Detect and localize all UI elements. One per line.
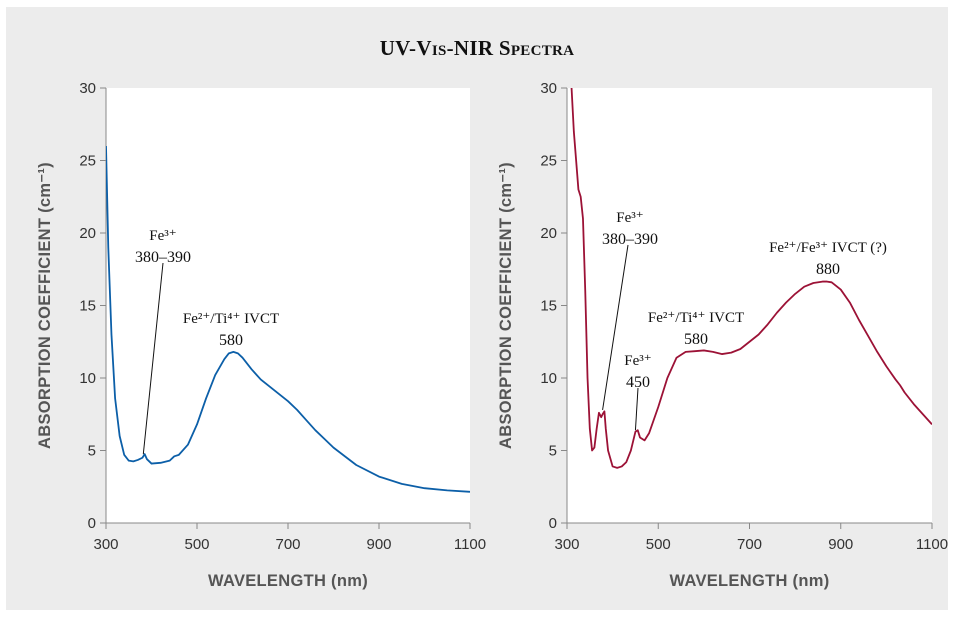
y-tick-label: 15 [540, 298, 557, 315]
annotation-label: Fe³⁺ [624, 353, 651, 369]
annotation-leader-line [634, 387, 639, 431]
annotation-leader-line [142, 262, 164, 455]
annotation-label: Fe²⁺/Ti⁴⁺ IVCT [183, 311, 279, 327]
x-tick-label: 1100 [454, 536, 486, 553]
y-tick-label: 20 [540, 225, 557, 242]
y-tick-label: 25 [540, 153, 557, 170]
annotation-label: Fe³⁺ [616, 210, 643, 226]
x-tick-label: 500 [184, 536, 209, 553]
y-tick-label: 20 [79, 225, 96, 242]
y-axis-title: ABSORPTION COEFFICIENT (cm⁻¹) [36, 162, 54, 449]
annotation-label: Fe²⁺/Ti⁴⁺ IVCT [648, 310, 744, 326]
y-axis-title: ABSORPTION COEFFICIENT (cm⁻¹) [497, 162, 515, 449]
figure-title: UV-Vis-NIR Spectra [379, 36, 575, 60]
x-tick-label: 500 [646, 536, 671, 553]
x-axis-title: WAVELENGTH (nm) [669, 572, 829, 590]
x-tick-label: 900 [366, 536, 391, 553]
annotation: Fe³⁺ 380–390 [135, 228, 191, 455]
y-tick-label: 5 [88, 443, 96, 460]
y-tick-label: 10 [540, 370, 557, 387]
x-tick-label: 700 [737, 536, 762, 553]
annotation-label: Fe³⁺ [149, 228, 176, 244]
annotation: Fe³⁺ 380–390 [602, 210, 658, 410]
annotation-leader-line [602, 244, 629, 410]
y-tick-label: 0 [549, 515, 557, 532]
annotation-value: 380–390 [135, 249, 191, 266]
y-tick-label: 30 [540, 80, 557, 97]
chart-panel-1: 0 5 10 15 20 25 30 300 500 700 900 1100 WAVELENGTH (… [36, 80, 486, 590]
annotation-value: 580 [219, 332, 243, 349]
chart-panel-2: 0 5 10 15 20 25 30 300 500 700 900 1100 WAVELENGTH (… [497, 80, 948, 590]
y-tick-label: 15 [79, 298, 96, 315]
y-tick-label: 10 [79, 370, 96, 387]
annotation: Fe²⁺/Ti⁴⁺ IVCT 580 [183, 311, 279, 349]
x-axis-title: WAVELENGTH (nm) [208, 572, 368, 590]
annotation: Fe²⁺/Fe³⁺ IVCT (?) 880 [769, 240, 887, 278]
x-tick-label: 300 [93, 536, 118, 553]
spectrum-line-1 [106, 145, 470, 493]
annotation-value: 580 [684, 331, 708, 348]
x-tick-label: 700 [275, 536, 300, 553]
plot-area [567, 88, 932, 523]
x-tick-label: 900 [828, 536, 853, 553]
x-tick-label: 300 [554, 536, 579, 553]
y-tick-label: 5 [549, 443, 557, 460]
y-tick-label: 30 [79, 80, 96, 97]
annotation: Fe²⁺/Ti⁴⁺ IVCT 580 [648, 310, 744, 348]
annotation-label: Fe²⁺/Fe³⁺ IVCT (?) [769, 240, 887, 256]
x-tick-label: 1100 [916, 536, 948, 553]
spectrum-line-2 [570, 87, 932, 469]
annotation: Fe³⁺ 450 [624, 353, 652, 431]
annotation-value: 450 [626, 374, 650, 391]
annotation-value: 880 [816, 261, 840, 278]
annotation-value: 380–390 [602, 231, 658, 248]
plot-area [106, 88, 470, 523]
y-tick-label: 25 [79, 153, 96, 170]
y-tick-label: 0 [88, 515, 96, 532]
